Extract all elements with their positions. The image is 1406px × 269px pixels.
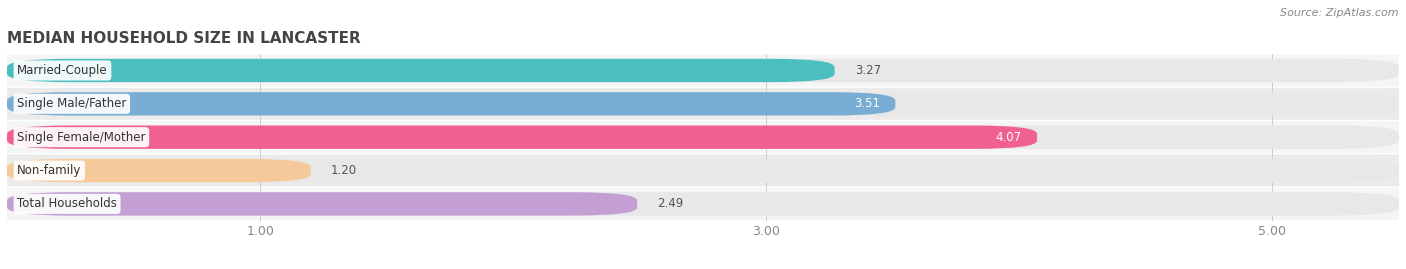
FancyBboxPatch shape bbox=[7, 54, 1399, 87]
Text: Married-Couple: Married-Couple bbox=[17, 64, 108, 77]
Text: 2.49: 2.49 bbox=[658, 197, 683, 210]
FancyBboxPatch shape bbox=[7, 92, 1399, 115]
Text: 1.20: 1.20 bbox=[330, 164, 357, 177]
Text: Single Male/Father: Single Male/Father bbox=[17, 97, 127, 110]
FancyBboxPatch shape bbox=[7, 192, 1399, 215]
FancyBboxPatch shape bbox=[7, 88, 1399, 120]
FancyBboxPatch shape bbox=[7, 188, 1399, 220]
Text: 3.27: 3.27 bbox=[855, 64, 882, 77]
FancyBboxPatch shape bbox=[7, 126, 1399, 149]
Text: Total Households: Total Households bbox=[17, 197, 117, 210]
FancyBboxPatch shape bbox=[7, 159, 311, 182]
Text: 4.07: 4.07 bbox=[995, 131, 1022, 144]
FancyBboxPatch shape bbox=[7, 59, 1399, 82]
FancyBboxPatch shape bbox=[7, 192, 637, 215]
Text: Source: ZipAtlas.com: Source: ZipAtlas.com bbox=[1281, 8, 1399, 18]
FancyBboxPatch shape bbox=[7, 154, 1399, 187]
FancyBboxPatch shape bbox=[7, 92, 896, 115]
FancyBboxPatch shape bbox=[7, 126, 1038, 149]
FancyBboxPatch shape bbox=[7, 59, 835, 82]
FancyBboxPatch shape bbox=[7, 121, 1399, 153]
FancyBboxPatch shape bbox=[7, 159, 1399, 182]
Text: Non-family: Non-family bbox=[17, 164, 82, 177]
Text: 3.51: 3.51 bbox=[855, 97, 880, 110]
Text: MEDIAN HOUSEHOLD SIZE IN LANCASTER: MEDIAN HOUSEHOLD SIZE IN LANCASTER bbox=[7, 31, 361, 46]
Text: Single Female/Mother: Single Female/Mother bbox=[17, 131, 146, 144]
